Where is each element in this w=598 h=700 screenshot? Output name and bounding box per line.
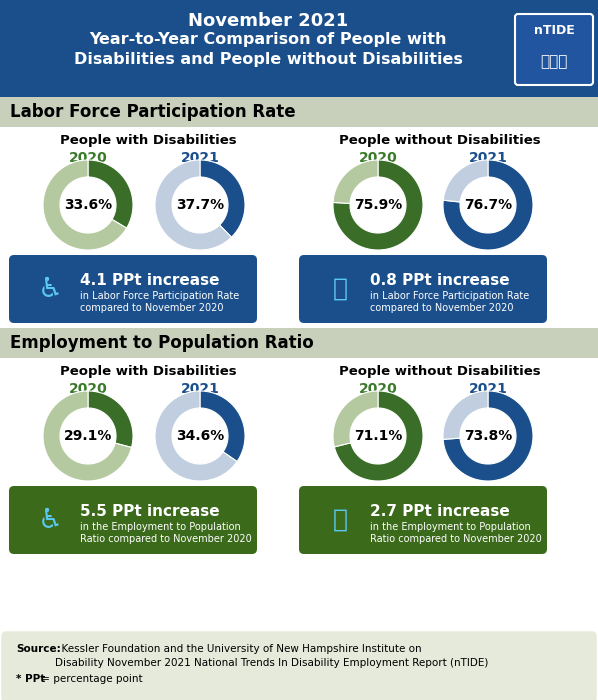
Polygon shape	[88, 391, 133, 447]
Text: 5.5 PPt increase: 5.5 PPt increase	[80, 504, 219, 519]
Text: Disabilities and People without Disabilities: Disabilities and People without Disabili…	[74, 52, 462, 67]
Text: People without Disabilities: People without Disabilities	[339, 134, 541, 147]
FancyBboxPatch shape	[9, 486, 257, 554]
Text: 2021: 2021	[469, 382, 508, 396]
Polygon shape	[88, 160, 133, 228]
Text: in Labor Force Participation Rate
compared to November 2020: in Labor Force Participation Rate compar…	[80, 291, 239, 313]
Text: in the Employment to Population
Ratio compared to November 2020: in the Employment to Population Ratio co…	[370, 522, 542, 544]
Polygon shape	[200, 391, 245, 461]
Text: People with Disabilities: People with Disabilities	[60, 365, 236, 378]
Text: 2021: 2021	[469, 151, 508, 165]
Text: 2020: 2020	[359, 382, 398, 396]
Text: 37.7%: 37.7%	[176, 198, 224, 212]
Text: 71.1%: 71.1%	[354, 429, 402, 443]
Text: 🧍: 🧍	[332, 508, 347, 532]
Text: Year-to-Year Comparison of People with: Year-to-Year Comparison of People with	[89, 32, 447, 47]
Text: Disability November 2021 National Trends In Disability Employment Report (nTIDE): Disability November 2021 National Trends…	[55, 658, 489, 668]
Polygon shape	[155, 160, 231, 250]
Text: 76.7%: 76.7%	[464, 198, 512, 212]
FancyBboxPatch shape	[0, 328, 598, 358]
Text: in the Employment to Population
Ratio compared to November 2020: in the Employment to Population Ratio co…	[80, 522, 252, 544]
FancyBboxPatch shape	[515, 14, 593, 85]
Polygon shape	[200, 160, 245, 237]
Text: 4.1 PPt increase: 4.1 PPt increase	[80, 273, 219, 288]
Text: 2021: 2021	[181, 151, 219, 165]
Text: 0.8 PPt increase: 0.8 PPt increase	[370, 273, 509, 288]
Text: 2020: 2020	[69, 382, 108, 396]
Text: in Labor Force Participation Rate
compared to November 2020: in Labor Force Participation Rate compar…	[370, 291, 529, 313]
Polygon shape	[333, 160, 423, 250]
FancyBboxPatch shape	[2, 632, 596, 700]
Text: November 2021: November 2021	[188, 12, 348, 30]
Text: ♿: ♿	[38, 506, 62, 534]
Polygon shape	[443, 391, 533, 481]
Polygon shape	[443, 160, 533, 250]
Text: 🧍: 🧍	[332, 277, 347, 301]
Text: People with Disabilities: People with Disabilities	[60, 134, 236, 147]
Text: People without Disabilities: People without Disabilities	[339, 365, 541, 378]
Text: 2020: 2020	[69, 151, 108, 165]
Polygon shape	[333, 391, 378, 447]
Text: nTIDE: nTIDE	[533, 24, 574, 36]
Polygon shape	[43, 391, 132, 481]
Polygon shape	[43, 160, 127, 250]
FancyBboxPatch shape	[299, 486, 547, 554]
Text: 34.6%: 34.6%	[176, 429, 224, 443]
Text: 29.1%: 29.1%	[64, 429, 112, 443]
Text: 73.8%: 73.8%	[464, 429, 512, 443]
Text: 2.7 PPt increase: 2.7 PPt increase	[370, 504, 509, 519]
FancyBboxPatch shape	[0, 97, 598, 127]
Text: Kessler Foundation and the University of New Hampshire Institute on: Kessler Foundation and the University of…	[55, 644, 422, 654]
Text: 2021: 2021	[181, 382, 219, 396]
Polygon shape	[155, 391, 237, 481]
Text: 33.6%: 33.6%	[64, 198, 112, 212]
Text: 75.9%: 75.9%	[354, 198, 402, 212]
Polygon shape	[443, 160, 488, 202]
Polygon shape	[443, 391, 488, 440]
FancyBboxPatch shape	[0, 0, 598, 97]
FancyBboxPatch shape	[9, 255, 257, 323]
Polygon shape	[333, 160, 378, 204]
Text: 2020: 2020	[359, 151, 398, 165]
Text: ♿: ♿	[38, 275, 62, 303]
Text: 👤👤👤: 👤👤👤	[541, 55, 568, 69]
Text: Labor Force Participation Rate: Labor Force Participation Rate	[10, 103, 295, 121]
Polygon shape	[334, 391, 423, 481]
FancyBboxPatch shape	[299, 255, 547, 323]
Text: Employment to Population Ratio: Employment to Population Ratio	[10, 334, 314, 352]
Text: = percentage point: = percentage point	[38, 674, 143, 684]
Text: * PPt: * PPt	[16, 674, 45, 684]
Text: Source:: Source:	[16, 644, 61, 654]
